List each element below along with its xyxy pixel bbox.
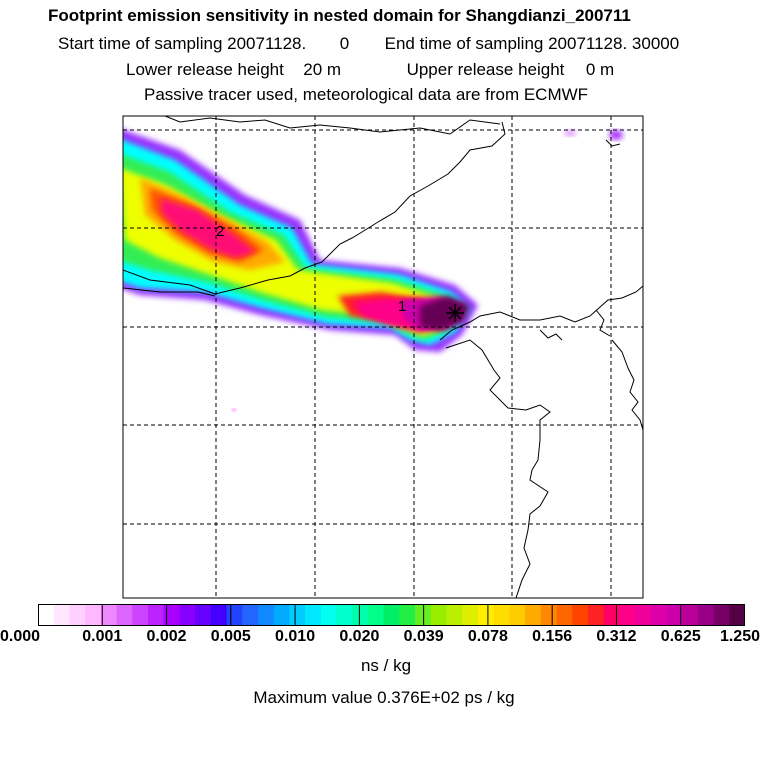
colorbar-swatch <box>729 604 745 626</box>
colorbar-tick-label: 0.010 <box>275 628 316 645</box>
start-time-value: 0 <box>339 34 350 53</box>
colorbar-swatch <box>179 604 196 626</box>
colorbar-swatch <box>320 604 338 626</box>
colorbar-swatch <box>273 604 290 626</box>
colorbar-swatch <box>257 604 275 626</box>
marker-2: 2 <box>216 223 224 240</box>
colorbar-swatch <box>446 604 463 626</box>
colorbar-swatch <box>195 604 212 626</box>
colorbar-swatch <box>226 604 243 626</box>
upper-release-value: 0 m <box>585 60 615 79</box>
coastlines <box>123 116 643 598</box>
marker-1: 1 <box>398 298 406 315</box>
colorbar-swatch <box>69 604 86 626</box>
colorbar-swatch <box>509 604 526 626</box>
plot-title: Footprint emission sensitivity in nested… <box>48 6 631 25</box>
colorbar-swatch <box>305 604 322 626</box>
colorbar-tick-label: 0.001 <box>82 628 123 645</box>
colorbar-swatch <box>100 604 118 626</box>
maximum-value: Maximum value 0.376E+02 ps / kg <box>253 688 515 707</box>
plume-field <box>123 129 623 412</box>
colorbar-swatch <box>147 604 165 626</box>
colorbar-tick-label: 0.005 <box>210 628 251 645</box>
colorbar-swatch <box>619 604 636 626</box>
colorbar-swatch <box>556 604 573 626</box>
colorbar-swatch <box>603 604 620 626</box>
lat-lon-grid <box>123 116 643 598</box>
colorbar <box>38 604 745 626</box>
colorbar-units: ns / kg <box>360 656 412 675</box>
upper-release-label: Upper release height <box>406 60 565 79</box>
release-point-asterisk-icon <box>446 304 464 322</box>
colorbar-ticks: 0.000 0.001 0.002 0.005 0.010 0.020 0.039 0.078… <box>0 628 768 650</box>
colorbar-tick-label: 0.039 <box>403 628 444 645</box>
map-frame <box>122 115 644 599</box>
colorbar-swatch <box>116 604 133 626</box>
colorbar-tick-label: 0.625 <box>660 628 701 645</box>
colorbar-swatch <box>635 604 652 626</box>
colorbar-swatch <box>383 604 400 626</box>
sampling-times: Start time of sampling 20071128. 0 End t… <box>58 34 679 54</box>
colorbar-tick-label: 0.078 <box>467 628 508 645</box>
colorbar-swatch <box>462 604 479 626</box>
colorbar-swatch <box>132 604 149 626</box>
footprint-map: 1 2 <box>122 115 644 599</box>
start-time-label: Start time of sampling 20071128. <box>58 34 307 53</box>
tracer-note: Passive tracer used, meteorological data… <box>144 85 589 104</box>
colorbar-tick-label: 0.156 <box>532 628 573 645</box>
colorbar-swatch <box>289 604 306 626</box>
colorbar-swatch <box>367 604 385 626</box>
colorbar-swatch <box>493 604 510 626</box>
colorbar-swatch <box>210 604 228 626</box>
colorbar-swatch <box>650 604 667 626</box>
release-heights: Lower release height 20 m Upper release … <box>126 60 614 80</box>
colorbar-swatch <box>352 604 369 626</box>
colorbar-swatch <box>336 604 353 626</box>
colorbar-swatch <box>697 604 715 626</box>
colorbar-frame <box>38 604 745 626</box>
colorbar-tick-label: 1.250 <box>719 628 760 645</box>
colorbar-swatch <box>587 604 605 626</box>
end-time-label: End time of sampling 20071128. 30000 <box>384 34 680 53</box>
colorbar-swatch <box>85 604 102 626</box>
colorbar-swatch <box>572 604 589 626</box>
colorbar-swatch <box>163 604 180 626</box>
colorbar-tick-label: 0.002 <box>146 628 187 645</box>
lower-release-label: Lower release height <box>126 60 284 79</box>
colorbar-swatch <box>666 604 683 626</box>
colorbar-tick-label: 0.312 <box>596 628 637 645</box>
colorbar-swatch <box>430 604 447 626</box>
colorbar-tick-label: 0.000 <box>0 628 41 645</box>
colorbar-tick-label: 0.020 <box>339 628 380 645</box>
colorbar-swatch <box>477 604 495 626</box>
colorbar-swatch <box>242 604 259 626</box>
colorbar-swatch <box>682 604 699 626</box>
colorbar-swatch <box>540 604 557 626</box>
colorbar-swatch <box>713 604 730 626</box>
colorbar-swatch <box>399 604 416 626</box>
colorbar-swatch <box>525 604 542 626</box>
colorbar-swatch <box>53 604 70 626</box>
lower-release-value: 20 m <box>303 60 342 79</box>
colorbar-swatch <box>38 604 55 626</box>
